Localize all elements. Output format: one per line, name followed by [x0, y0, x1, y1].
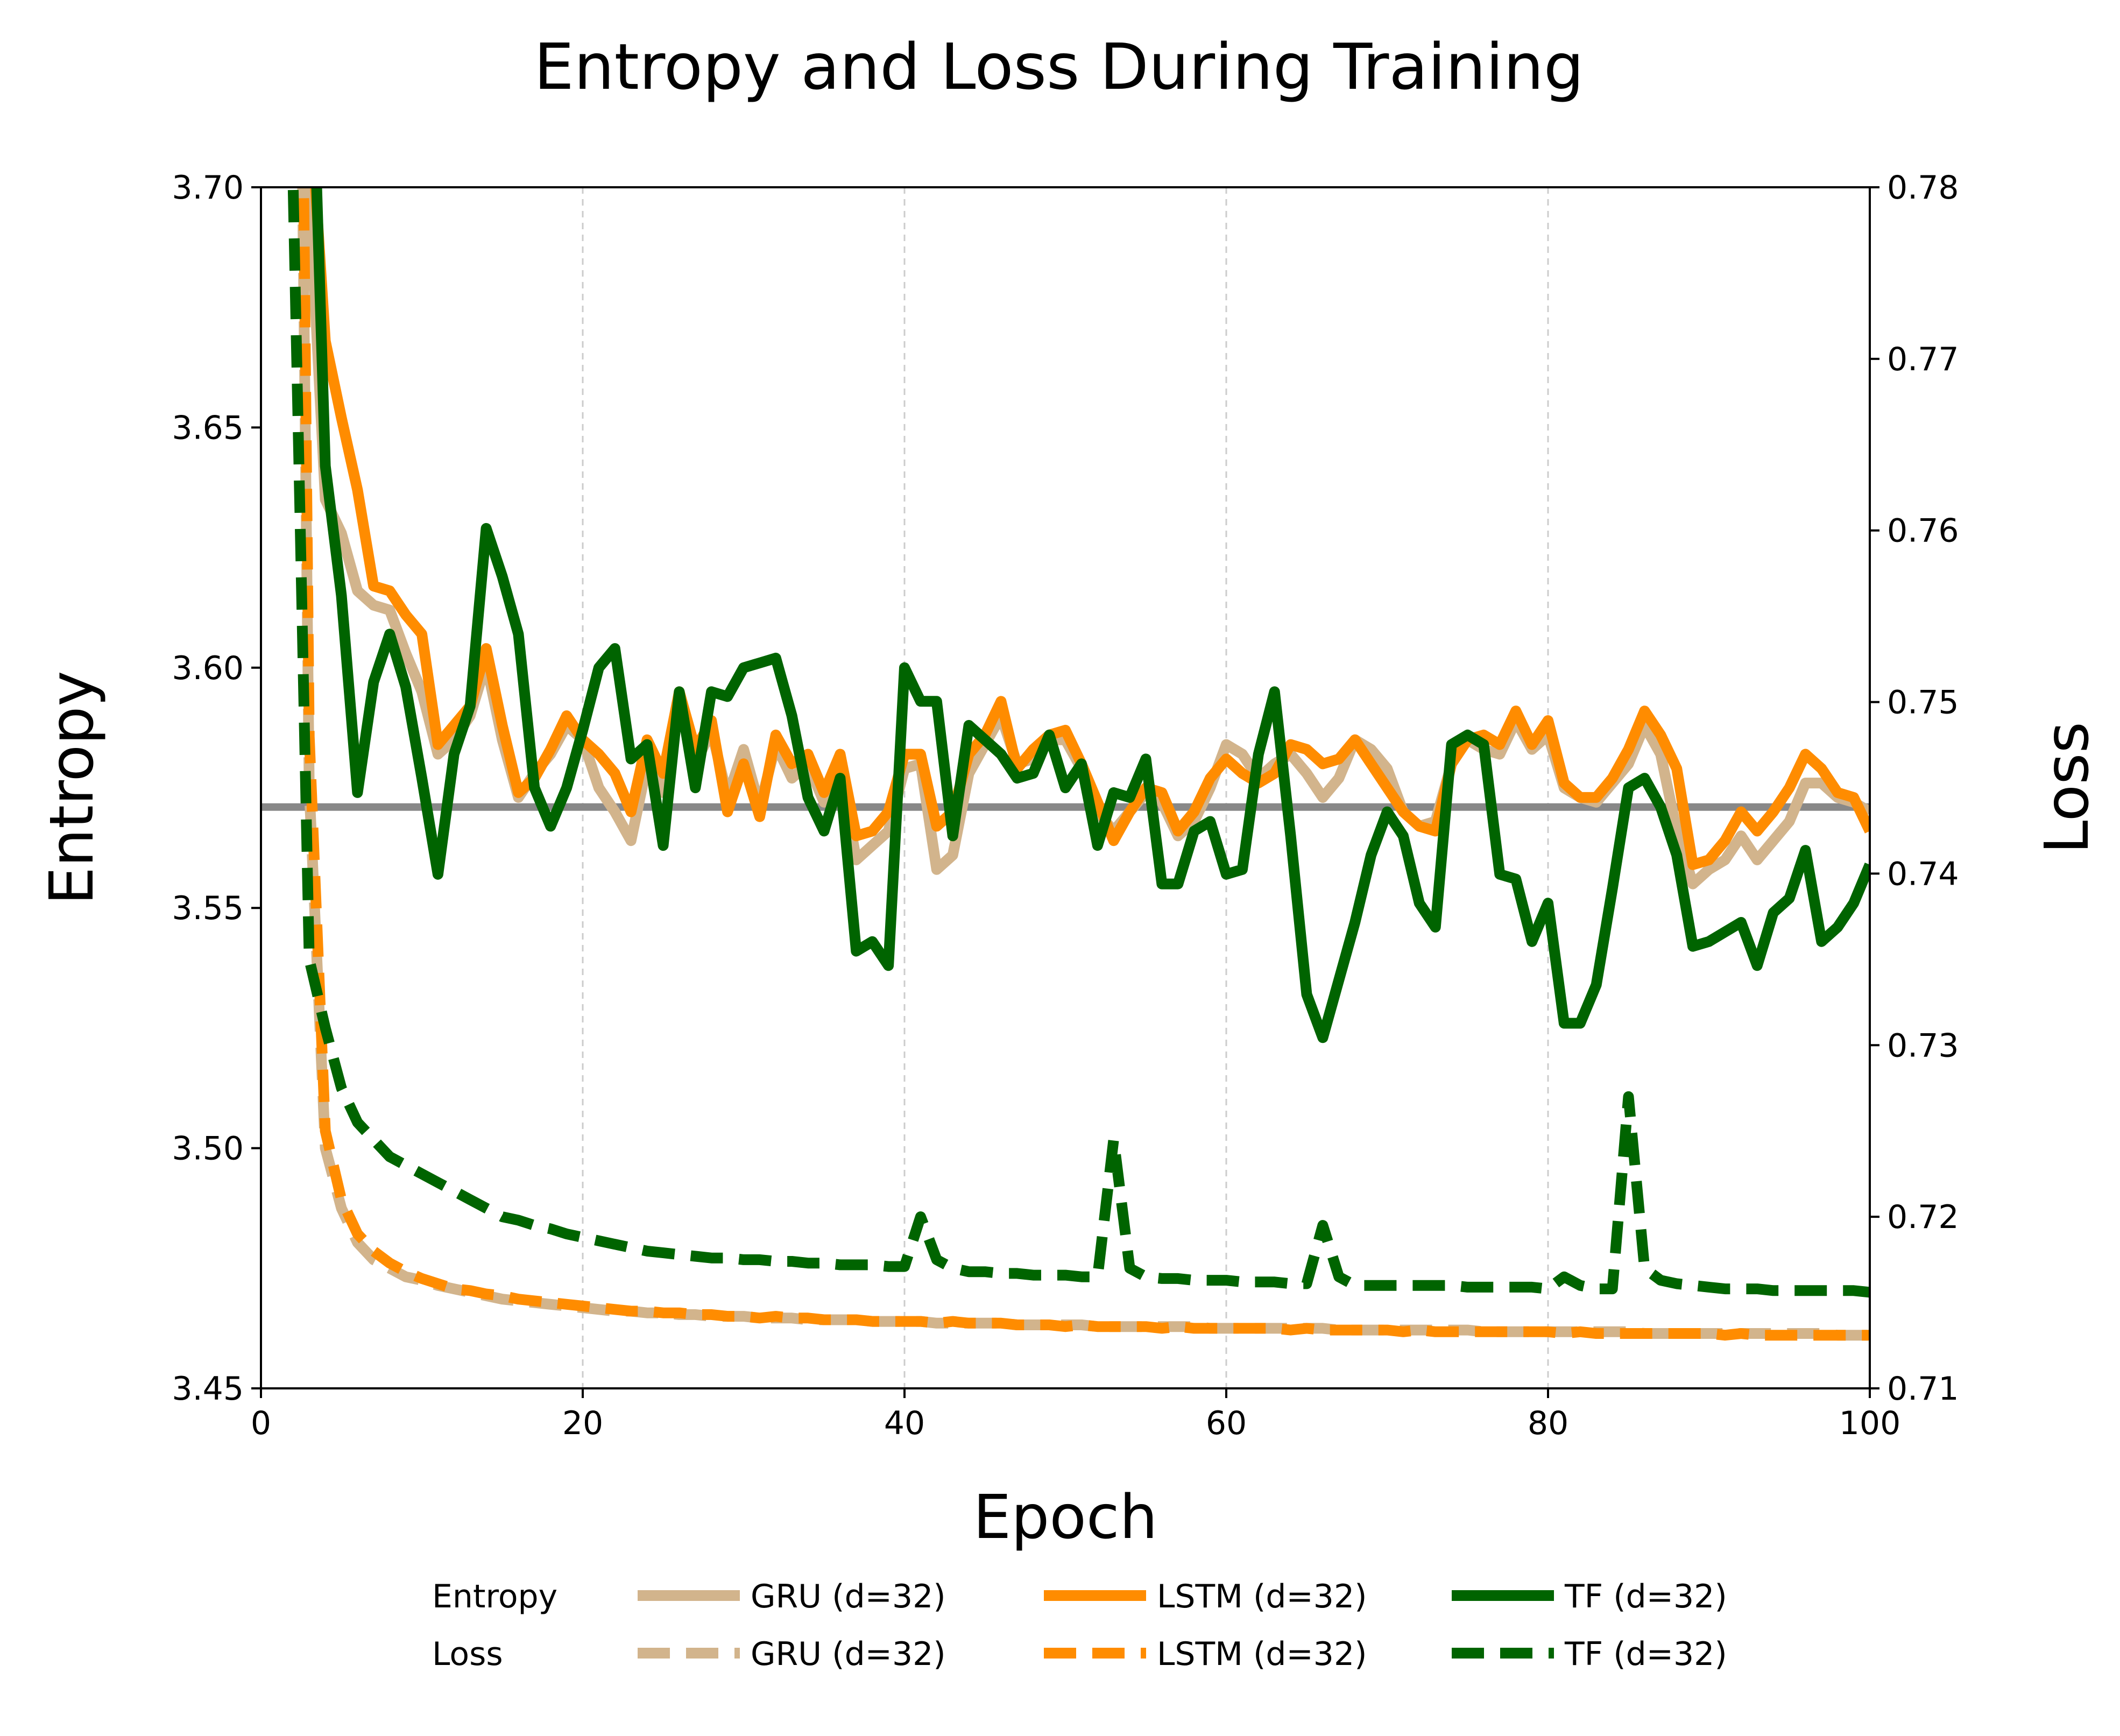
- y-right-tick-label: 0.78: [1887, 169, 1959, 207]
- x-tick-label: 40: [884, 1405, 925, 1442]
- plot-frame: [260, 186, 1871, 1389]
- legend-row-label: Entropy: [432, 1578, 557, 1615]
- y-left-tick-label: 3.65: [172, 409, 244, 447]
- x-tick-label: 0: [251, 1405, 271, 1442]
- y-right-tick-label: 0.74: [1887, 855, 1959, 893]
- y-right-tick-label: 0.75: [1887, 684, 1959, 722]
- y-right-tick-label: 0.76: [1887, 512, 1959, 550]
- legend-entry-label: GRU (d=32): [751, 1635, 946, 1673]
- y-right-axis-title: Loss: [2032, 722, 2102, 854]
- legend-entry-label: GRU (d=32): [751, 1578, 946, 1615]
- y-right-tick-label: 0.72: [1887, 1198, 1959, 1236]
- y-right-tick-label: 0.71: [1887, 1370, 1959, 1408]
- chart-title: Entropy and Loss During Training: [534, 30, 1584, 104]
- y-left-tick-label: 3.60: [172, 650, 244, 687]
- y-left-tick-label: 3.50: [172, 1130, 244, 1168]
- axis-layer: 0 20 40 60 80 100 3.45 3.50 3.55 3.60 3.65 3.70 0.71…: [172, 169, 1959, 1442]
- y-left-tick-label: 3.55: [172, 890, 244, 927]
- entropy-series-tf: [311, 187, 1870, 1043]
- legend-row-label: Loss: [432, 1635, 503, 1673]
- series-layer: [261, 187, 1870, 1341]
- legend-entry-label: TF (d=32): [1564, 1578, 1727, 1615]
- loss-series-tf: [287, 187, 1870, 1298]
- legend-entry-label: LSTM (d=32): [1157, 1635, 1367, 1673]
- y-right-tick-label: 0.77: [1887, 341, 1959, 378]
- y-right-tick-label: 0.73: [1887, 1027, 1959, 1064]
- x-tick-label: 100: [1839, 1405, 1901, 1442]
- y-left-tick-label: 3.70: [172, 169, 244, 207]
- legend-entry-label: LSTM (d=32): [1157, 1578, 1367, 1615]
- x-tick-label: 20: [562, 1405, 603, 1442]
- grid-layer: [582, 187, 1549, 1388]
- y-left-tick-label: 3.45: [172, 1370, 244, 1408]
- x-tick-label: 80: [1528, 1405, 1568, 1442]
- entropy-series-lstm: [310, 187, 1870, 870]
- legend-entry-label: TF (d=32): [1564, 1635, 1727, 1673]
- y-left-axis-title: Entropy: [37, 671, 107, 905]
- x-tick-label: 60: [1206, 1405, 1247, 1442]
- loss-series-gru: [297, 187, 1870, 1341]
- x-axis-title: Epoch: [973, 1483, 1158, 1552]
- legend: Entropy Loss GRU (d=32) LSTM (d=32) TF (d=32…: [432, 1578, 1727, 1673]
